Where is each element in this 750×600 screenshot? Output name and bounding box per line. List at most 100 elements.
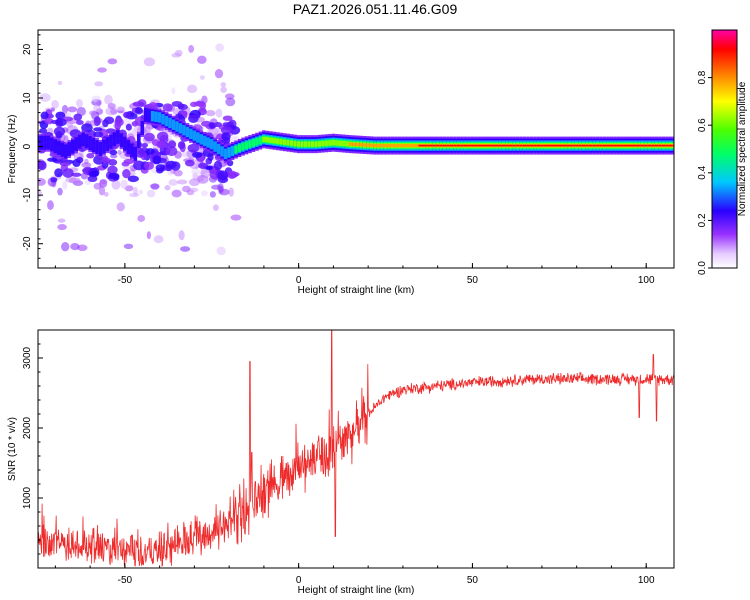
- spectrogram-noise-blob: [229, 126, 241, 135]
- spectrogram-ridge-cell: [98, 142, 103, 156]
- spectrogram-ridge-cell: [640, 144, 645, 147]
- snr-y-ticks: 1000 2000 3000: [22, 329, 43, 555]
- spectrogram-ridge-cell: [91, 138, 96, 153]
- snr-y-tick-label: 2000: [22, 416, 33, 439]
- spectrogram-ridge-cell: [203, 135, 207, 147]
- spectrogram-ridge-cell: [554, 144, 558, 147]
- spectrogram-ridge-cell: [508, 144, 513, 147]
- spectrogram-ridge-cell: [658, 144, 662, 147]
- spectrogram-noise-blob: [116, 202, 125, 212]
- spectrogram-noise-blob: [98, 185, 106, 196]
- spectrogram-noise-blob: [127, 175, 139, 183]
- spectrogram-ridge-cell: [154, 111, 158, 123]
- spectrogram-ridge-cell: [387, 144, 391, 148]
- spectrogram-noise-blob: [105, 107, 117, 116]
- spectrogram-noise-blob: [47, 157, 58, 162]
- figure-title: PAZ1.2026.051.11.46.G09: [292, 1, 458, 17]
- spectrogram-noise-blob: [174, 49, 183, 57]
- spectrogram-ridge-cell: [484, 144, 489, 147]
- spectrogram-noise-blob: [134, 106, 144, 115]
- spectrogram-noise-blob: [226, 159, 234, 167]
- spectrogram-ridge-cell: [644, 144, 648, 147]
- spectrogram-ridge-cell: [102, 139, 106, 154]
- spectrogram-ridge-cell: [279, 139, 284, 145]
- spectrogram-noise-blob: [143, 161, 154, 170]
- spectrogram-ridge-cell: [567, 144, 572, 147]
- spectrogram-noise-blob: [205, 110, 216, 117]
- snr-x-tick-label: 50: [467, 575, 479, 586]
- spectrogram-noise-blob: [120, 179, 128, 189]
- spectrogram-noise-blob: [216, 246, 226, 256]
- spectrogram-ridge-cell: [526, 144, 530, 147]
- spectrogram-x-tick-label: 100: [638, 275, 655, 286]
- spectrogram-noise-blob: [181, 151, 193, 158]
- spectrogram-noise-blob: [220, 86, 227, 93]
- spectrogram-ridge-cell: [178, 123, 183, 134]
- spectrogram-ridge-cell: [550, 144, 555, 147]
- snr-frame: [37, 329, 675, 569]
- spectrogram-noise-blob: [178, 230, 185, 241]
- spectrogram-ridge-cell: [463, 144, 468, 147]
- snr-y-tick-label: 1000: [22, 486, 33, 509]
- spectrogram-noise-blob: [141, 142, 149, 148]
- spectrogram-ridge-cell: [352, 142, 357, 146]
- spectrogram-ridge-cell: [498, 144, 503, 147]
- spectrogram-ridge-cell: [630, 144, 635, 147]
- spectrogram-ridge-cell: [265, 137, 270, 143]
- colorbar-tick-label: 0.2: [697, 213, 708, 227]
- spectrogram-ridge-cell: [585, 144, 589, 147]
- spectrogram-noise-blob: [143, 132, 155, 142]
- spectrogram-ridge-cell: [501, 144, 506, 147]
- spectrogram-ridge-cell: [150, 111, 155, 122]
- spectrogram-ridge-cell: [390, 144, 395, 148]
- spectrogram-noise-blob: [38, 177, 46, 186]
- spectrogram-y-tick-label: 10: [22, 92, 33, 104]
- spectrogram-ridge-cell: [428, 144, 433, 147]
- spectrogram-ridge-cell: [654, 144, 659, 147]
- spectrogram-ridge-cell: [282, 139, 287, 145]
- spectrogram-noise-blob: [173, 169, 183, 177]
- spectrogram-noise-blob: [50, 177, 58, 183]
- spectrogram-ridge-cell: [529, 144, 534, 147]
- spectrogram-ridge-cell: [74, 137, 79, 152]
- spectrogram-noise-blob: [89, 110, 97, 116]
- spectrogram-ridge-cell: [255, 137, 259, 146]
- spectrogram-ridge-cell: [647, 144, 652, 147]
- spectrogram-noise-blob: [103, 191, 109, 197]
- spectrogram-ridge-cell: [453, 144, 457, 147]
- spectrogram-ridge-cell: [303, 141, 308, 147]
- spectrogram-ridge-cell: [613, 144, 617, 147]
- spectrogram-noise-blob: [57, 80, 63, 85]
- spectrogram-x-tick-label: 0: [296, 275, 302, 286]
- spectrogram-noise-blob: [168, 179, 178, 186]
- spectrogram-ridge-cell: [432, 144, 436, 147]
- spectrogram-noise-blob: [208, 122, 216, 129]
- spectrogram-noise-blob: [166, 146, 178, 157]
- spectrogram-ridge-cell: [262, 136, 266, 142]
- spectrogram-ridge-cell: [213, 141, 218, 152]
- spectrogram-noise-blob: [184, 159, 195, 167]
- spectrogram-noise-blob: [39, 93, 51, 102]
- spectrogram-ridge-cell: [338, 140, 343, 146]
- spectrogram-ridge-cell: [397, 144, 402, 148]
- spectrogram-noise-blob: [138, 149, 147, 154]
- spectrogram-noise-blob: [81, 123, 93, 133]
- spectrogram-ridge-cell: [515, 144, 520, 147]
- spectrogram-noise-blob: [209, 191, 216, 198]
- spectrogram-ridge-cell: [578, 144, 582, 147]
- spectrogram-ridge-cell: [168, 117, 172, 129]
- spectrogram-noise-blob: [225, 97, 236, 107]
- spectrogram-ridge-cell: [547, 144, 551, 147]
- spectrogram-noise-blob: [57, 223, 67, 231]
- spectrogram-ridge-cell: [331, 140, 336, 146]
- spectrogram-ridge-cell: [272, 138, 277, 144]
- spectrogram-ridge-cell: [435, 144, 440, 147]
- spectrogram-noise-blob: [125, 123, 132, 131]
- spectrogram-ridge-cell: [394, 144, 398, 148]
- spectrogram-noise-blob: [114, 121, 121, 130]
- spectrogram-ridge-cell: [88, 136, 92, 151]
- spectrogram-noise-blob: [156, 140, 168, 149]
- spectrogram-noise-blob: [123, 243, 134, 250]
- spectrogram-ridge-cell: [182, 124, 186, 136]
- spectrogram-ridge-cell: [540, 144, 544, 147]
